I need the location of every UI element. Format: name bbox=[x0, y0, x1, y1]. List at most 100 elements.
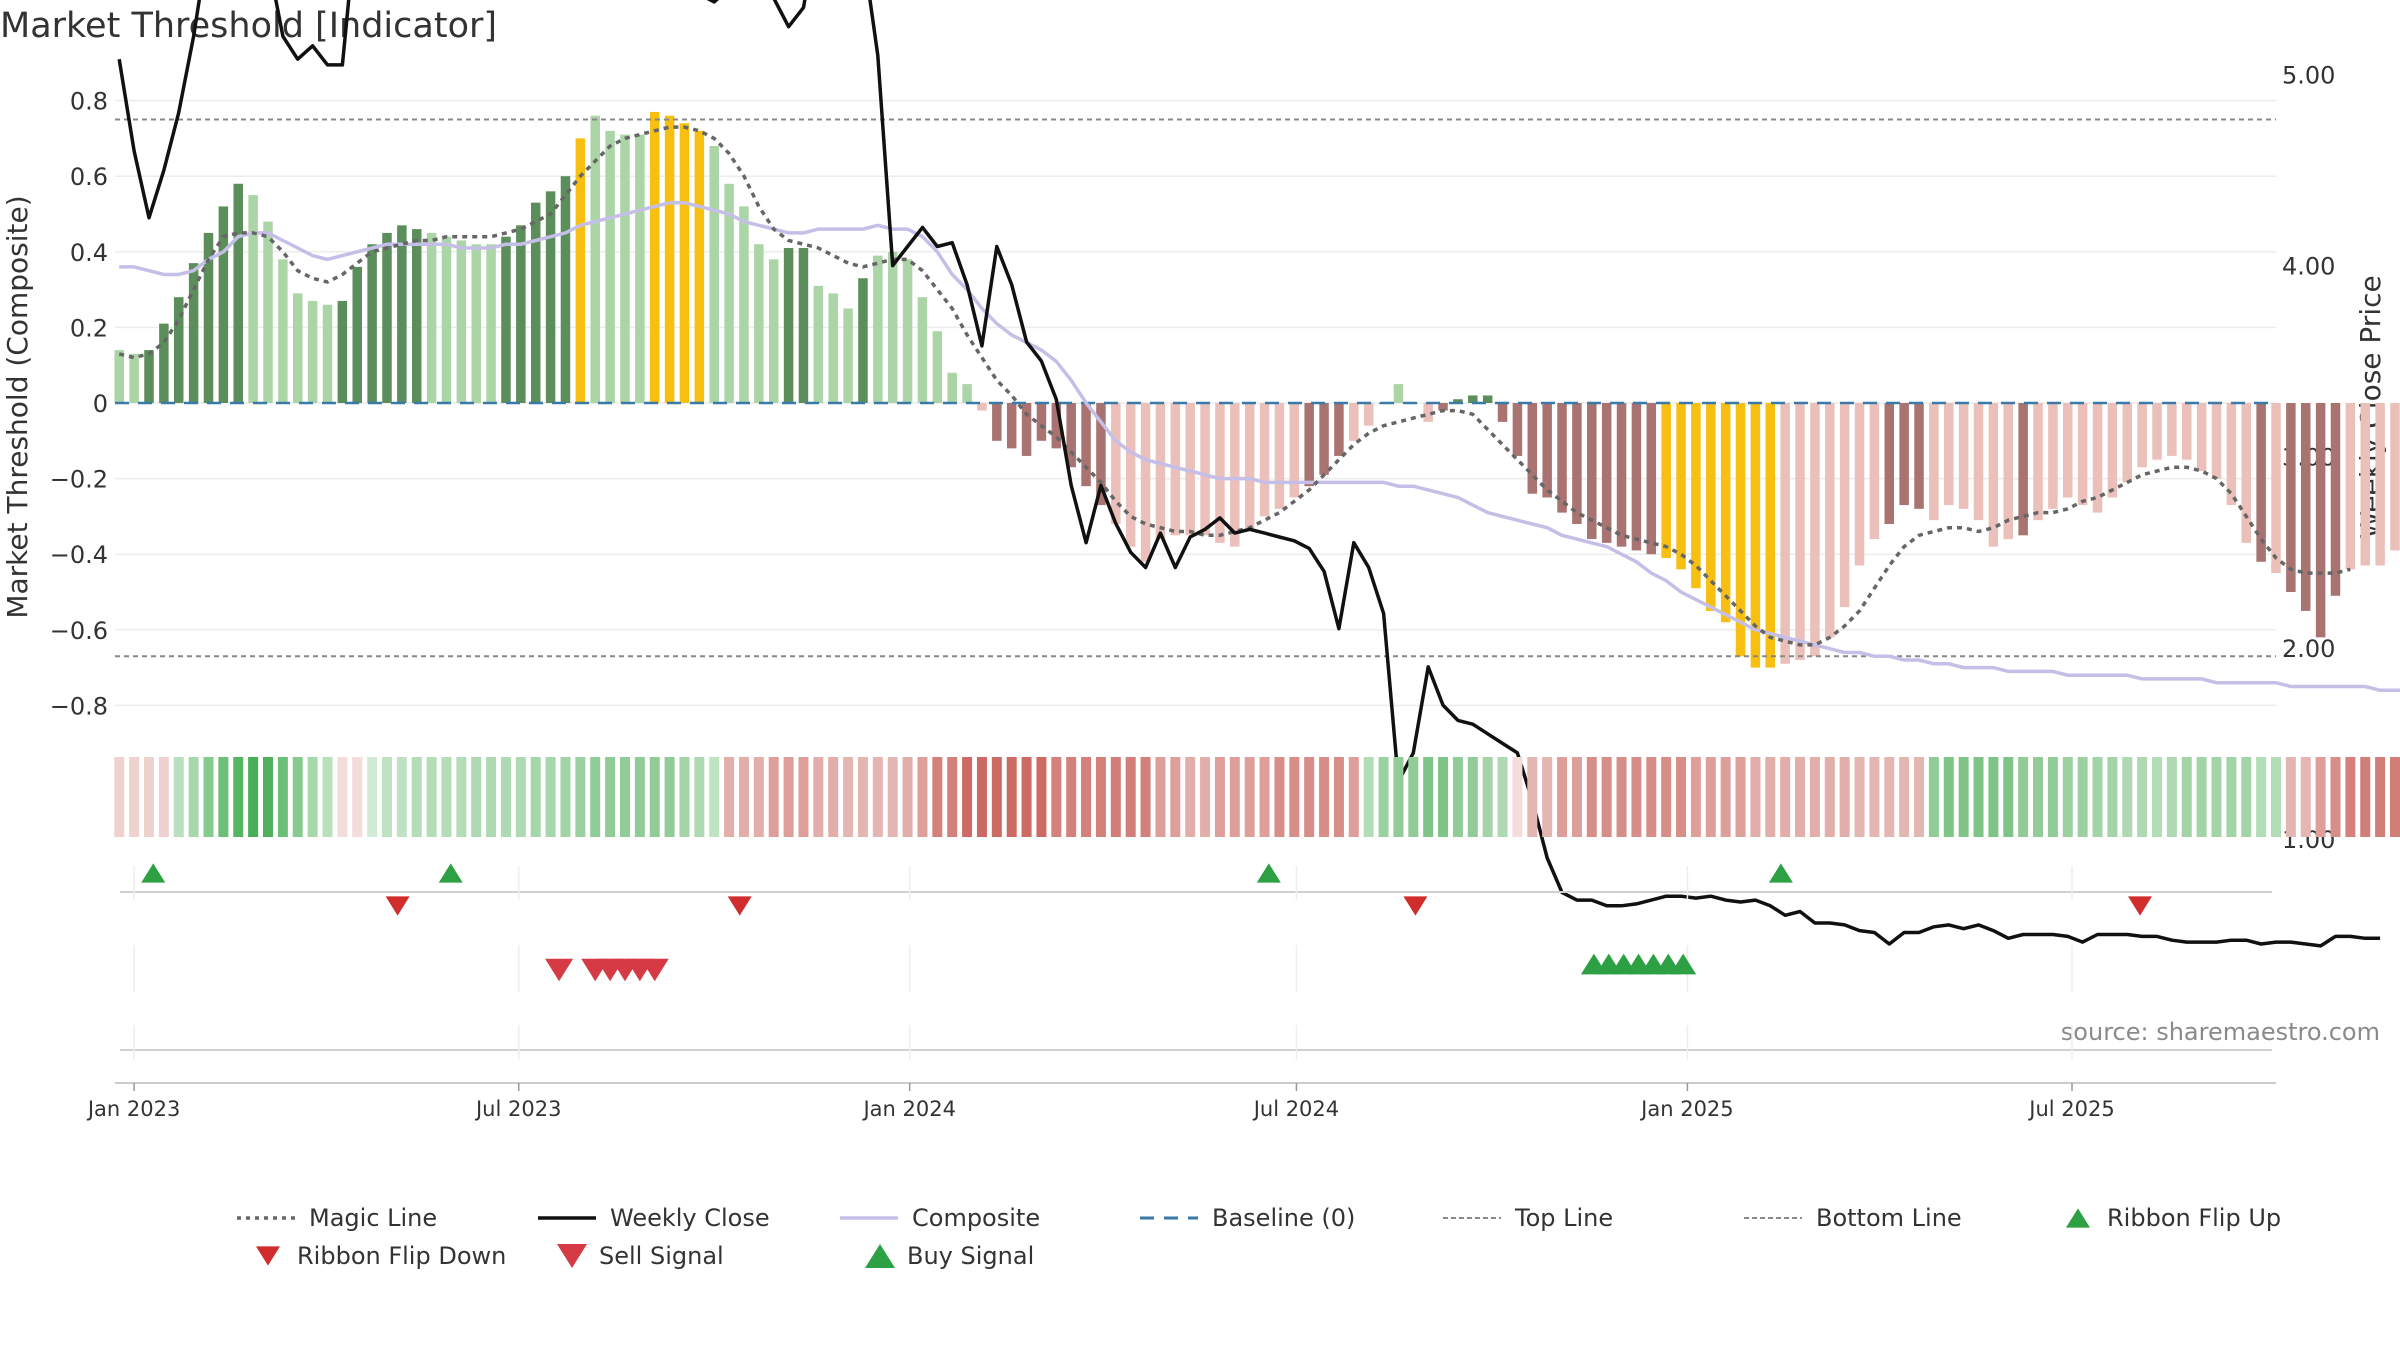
ribbon-cell bbox=[724, 757, 735, 837]
composite-bar bbox=[1810, 403, 1820, 657]
ribbon-cell bbox=[1274, 757, 1285, 837]
composite-bar bbox=[516, 225, 526, 403]
ribbon-cell bbox=[798, 757, 809, 837]
x-tick-label: Jul 2025 bbox=[2027, 1097, 2114, 1121]
x-tick-label: Jan 2025 bbox=[1639, 1097, 1734, 1121]
ribbon-cell bbox=[2077, 757, 2088, 837]
composite-bar bbox=[2241, 403, 2252, 543]
ribbon-cell bbox=[277, 757, 288, 837]
ribbon-cell bbox=[1289, 757, 1300, 837]
composite-bar bbox=[1289, 403, 1300, 498]
ribbon-flip-down-marker bbox=[2128, 896, 2153, 916]
ribbon-cell bbox=[1631, 757, 1642, 837]
composite-bar bbox=[382, 232, 392, 403]
composite-bar bbox=[560, 176, 571, 403]
ribbon-cell bbox=[679, 757, 690, 837]
ribbon-cell bbox=[188, 757, 199, 837]
ribbon-cell bbox=[1824, 757, 1835, 837]
ribbon-cell bbox=[1333, 757, 1344, 837]
composite-bar bbox=[2390, 403, 2400, 551]
ribbon-cell bbox=[2285, 757, 2296, 837]
composite-bar bbox=[575, 138, 586, 403]
composite-bar bbox=[218, 206, 229, 403]
ribbon-cell bbox=[738, 757, 749, 837]
ribbon-cell bbox=[664, 757, 675, 837]
ribbon-cell bbox=[1661, 757, 1672, 837]
ribbon-cell bbox=[2166, 757, 2177, 837]
composite-bar bbox=[2033, 403, 2043, 521]
ribbon-cell bbox=[1423, 757, 1434, 837]
ribbon-cell bbox=[1393, 757, 1404, 837]
composite-bar bbox=[1988, 403, 1999, 547]
composite-bar bbox=[2315, 403, 2326, 638]
x-tick-label: Jan 2023 bbox=[86, 1097, 181, 1121]
ribbon-cell bbox=[2033, 757, 2044, 837]
composite-bar bbox=[456, 240, 467, 403]
composite-bar bbox=[1334, 403, 1344, 456]
ribbon-flip-up-marker bbox=[1768, 863, 1793, 883]
composite-bar bbox=[2003, 403, 2014, 540]
ribbon-cell bbox=[515, 757, 526, 837]
composite-bar bbox=[1319, 403, 1329, 475]
ribbon-cell bbox=[2196, 757, 2207, 837]
ribbon-cell bbox=[590, 757, 601, 837]
ribbon-cell bbox=[1378, 757, 1389, 837]
ribbon-cell bbox=[2389, 757, 2400, 837]
composite-bar bbox=[2122, 403, 2133, 483]
composite-bar bbox=[962, 384, 972, 403]
composite-bar bbox=[1795, 403, 1805, 661]
ribbon-cell bbox=[1601, 757, 1612, 837]
composite-bar bbox=[233, 183, 243, 403]
ribbon-cell bbox=[1408, 757, 1419, 837]
composite-bar bbox=[2063, 403, 2073, 498]
ribbon-cell bbox=[917, 757, 928, 837]
composite-bar bbox=[2345, 403, 2356, 570]
composite-line bbox=[119, 200, 2400, 693]
ribbon-cell bbox=[2241, 757, 2252, 837]
y-tick-label: 0.6 bbox=[70, 163, 108, 191]
ribbon-cell bbox=[1512, 757, 1523, 837]
ribbon-cell bbox=[396, 757, 407, 837]
composite-bar bbox=[292, 293, 303, 403]
ribbon-cell bbox=[753, 757, 764, 837]
ribbon-cell bbox=[1690, 757, 1701, 837]
ribbon-cell bbox=[2330, 757, 2341, 837]
ribbon-cell bbox=[1006, 757, 1017, 837]
ribbon-flip-up-marker bbox=[141, 863, 166, 883]
ribbon-cell bbox=[1780, 757, 1791, 837]
composite-bar bbox=[203, 232, 214, 403]
composite-bar bbox=[2092, 403, 2103, 513]
ribbon-cell bbox=[1155, 757, 1166, 837]
composite-bar bbox=[1215, 403, 1225, 543]
ribbon-cell bbox=[1452, 757, 1463, 837]
legend-swatch bbox=[557, 1244, 587, 1268]
composite-bar bbox=[144, 350, 154, 403]
ribbon-cell bbox=[813, 757, 824, 837]
ribbon-cell bbox=[1676, 757, 1687, 837]
ribbon-cell bbox=[1185, 757, 1196, 837]
ribbon-cell bbox=[1586, 757, 1597, 837]
ribbon-cell bbox=[1482, 757, 1493, 837]
ribbon-cell bbox=[1021, 757, 1032, 837]
ribbon-cell bbox=[2315, 757, 2326, 837]
ribbon-cell bbox=[783, 757, 794, 837]
y-tick-label-right: 4.00 bbox=[2282, 253, 2335, 281]
ribbon-cell bbox=[129, 757, 140, 837]
ribbon-cell bbox=[1914, 757, 1925, 837]
ribbon-cell bbox=[1973, 757, 1984, 837]
ribbon-cell bbox=[1869, 757, 1880, 837]
ribbon-cell bbox=[203, 757, 214, 837]
ribbon-cell bbox=[649, 757, 660, 837]
composite-bar bbox=[858, 278, 868, 403]
composite-bar bbox=[1676, 403, 1686, 570]
composite-bar bbox=[2167, 403, 2177, 456]
composite-bar bbox=[545, 191, 556, 403]
composite-bar bbox=[1720, 403, 1731, 623]
composite-bar bbox=[2077, 403, 2088, 506]
ribbon-cell bbox=[2226, 757, 2237, 837]
composite-bar bbox=[188, 263, 199, 403]
composite-bar bbox=[977, 403, 987, 411]
composite-bar bbox=[530, 202, 541, 403]
legend-label: Ribbon Flip Down bbox=[297, 1242, 506, 1270]
y-tick-label: 0.2 bbox=[70, 314, 108, 342]
